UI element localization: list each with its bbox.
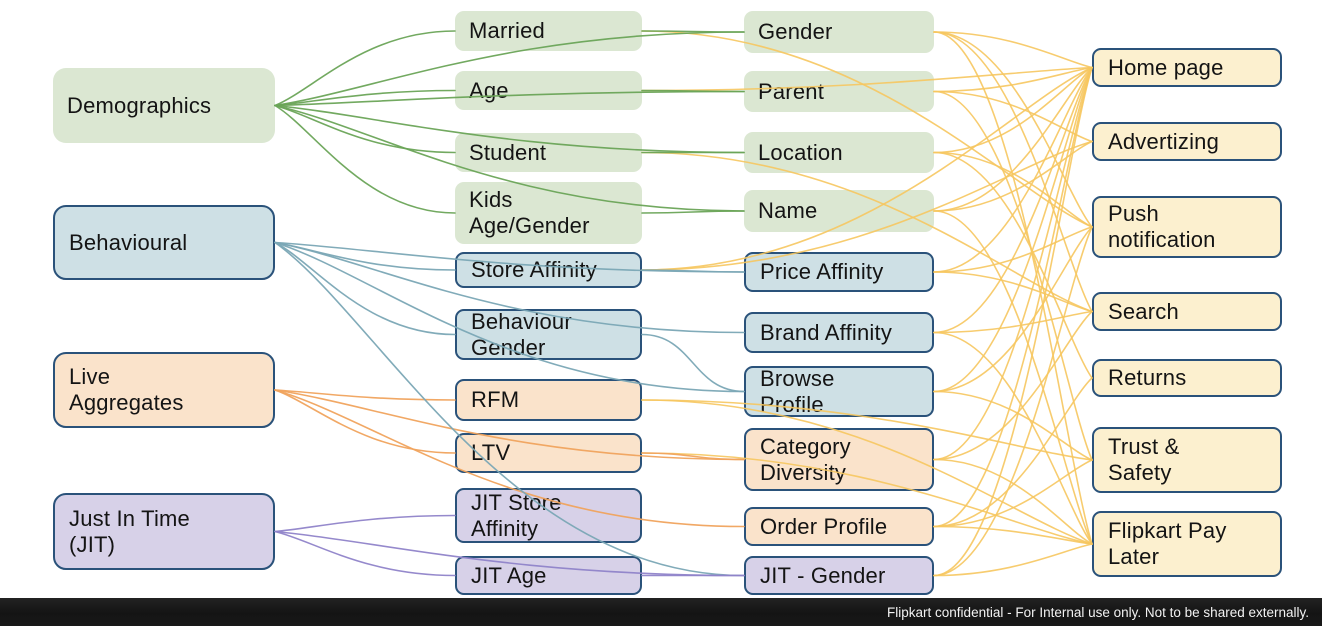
node-label: Flipkart Pay Later: [1108, 518, 1227, 569]
node-order-profile: Order Profile: [744, 507, 934, 546]
node-label: Home page: [1108, 54, 1224, 80]
node-jit-store-affinity: JIT Store Affinity: [455, 488, 642, 543]
node-gender: Gender: [744, 11, 934, 53]
node-student: Student: [455, 133, 642, 172]
node-label: Category Diversity: [760, 433, 851, 485]
node-label: Push notification: [1108, 201, 1216, 252]
node-live-aggregates: Live Aggregates: [53, 352, 275, 428]
node-trust-safety: Trust & Safety: [1092, 427, 1282, 493]
node-label: Order Profile: [760, 513, 888, 539]
node-advertizing: Advertizing: [1092, 122, 1282, 161]
node-kids-age-gender: Kids Age/Gender: [455, 182, 642, 244]
node-location: Location: [744, 132, 934, 173]
node-label: Brand Affinity: [760, 319, 893, 345]
node-flipkart-pay-later: Flipkart Pay Later: [1092, 511, 1282, 577]
node-behavioural: Behavioural: [53, 205, 275, 280]
node-label: Browse Profile: [760, 365, 835, 417]
node-store-affinity: Store Affinity: [455, 252, 642, 288]
footer-bar: Flipkart confidential - For Internal use…: [0, 598, 1322, 626]
node-label: Age: [469, 77, 509, 103]
node-label: Returns: [1108, 365, 1187, 391]
node-price-affinity: Price Affinity: [744, 252, 934, 292]
node-married: Married: [455, 11, 642, 51]
node-label: Name: [758, 198, 818, 224]
node-behaviour-gender: Behaviour Gender: [455, 309, 642, 360]
node-browse-profile: Browse Profile: [744, 366, 934, 417]
node-label: Price Affinity: [760, 259, 884, 285]
footer-confidential-text: Flipkart confidential - For Internal use…: [887, 604, 1309, 620]
node-category-diversity: Category Diversity: [744, 428, 934, 491]
node-label: Location: [758, 139, 843, 165]
node-label: JIT Age: [471, 562, 547, 588]
node-ltv: LTV: [455, 433, 642, 473]
node-label: Demographics: [67, 92, 212, 118]
node-label: Gender: [758, 19, 833, 45]
node-push-notification: Push notification: [1092, 196, 1282, 258]
node-jit: Just In Time (JIT): [53, 493, 275, 570]
node-label: Store Affinity: [471, 257, 597, 283]
node-rfm: RFM: [455, 379, 642, 421]
node-label: Advertizing: [1108, 128, 1220, 154]
node-label: Just In Time (JIT): [69, 505, 190, 557]
node-parent: Parent: [744, 71, 934, 112]
node-label: Live Aggregates: [69, 364, 184, 415]
node-label: Search: [1108, 298, 1179, 324]
node-label: Trust & Safety: [1108, 434, 1180, 485]
node-age: Age: [455, 71, 642, 110]
node-demographics: Demographics: [53, 68, 275, 143]
node-jit-gender: JIT - Gender: [744, 556, 934, 595]
node-home-page: Home page: [1092, 48, 1282, 87]
node-label: Behaviour Gender: [471, 308, 572, 360]
node-name: Name: [744, 190, 934, 232]
node-label: Student: [469, 139, 547, 165]
node-label: Married: [469, 18, 545, 44]
node-label: RFM: [471, 387, 520, 413]
node-label: JIT - Gender: [760, 562, 886, 588]
node-returns: Returns: [1092, 359, 1282, 397]
node-label: Behavioural: [69, 229, 188, 255]
node-search: Search: [1092, 292, 1282, 331]
node-label: Kids Age/Gender: [469, 187, 590, 238]
node-label: Parent: [758, 78, 825, 104]
node-label: JIT Store Affinity: [471, 489, 562, 541]
node-label: LTV: [471, 440, 511, 466]
node-jit-age: JIT Age: [455, 556, 642, 595]
node-brand-affinity: Brand Affinity: [744, 312, 934, 353]
